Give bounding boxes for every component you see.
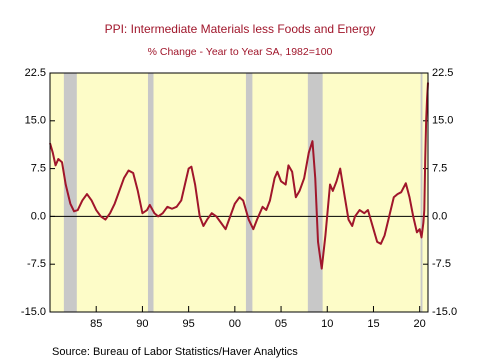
- recession-shade: [63, 73, 77, 312]
- y2-tick-label: 15.0: [432, 115, 453, 127]
- y2-tick-label: -15.0: [432, 306, 457, 318]
- y2-tick-label: 7.5: [432, 163, 447, 175]
- y-tick-label: 22.5: [25, 67, 46, 79]
- plot-background: [50, 73, 428, 312]
- recession-shade: [147, 73, 154, 312]
- y2-tick-label: 22.5: [432, 67, 453, 79]
- y-tick-label: 15.0: [25, 115, 46, 127]
- y-tick-label: 0.0: [31, 210, 46, 222]
- y-tick-label: -15.0: [21, 306, 46, 318]
- y-tick-label: 7.5: [31, 163, 46, 175]
- chart-subtitle: % Change - Year to Year SA, 1982=100: [148, 46, 333, 58]
- x-tick-label: 95: [183, 318, 195, 330]
- y2-tick-label: -7.5: [432, 258, 451, 270]
- source-note: Source: Bureau of Labor Statistics/Haver…: [52, 346, 298, 358]
- x-tick-label: 05: [275, 318, 287, 330]
- x-tick-label: 10: [321, 318, 333, 330]
- data-line: [49, 82, 429, 270]
- y-tick-label: -7.5: [27, 258, 46, 270]
- chart-title: PPI: Intermediate Materials less Foods a…: [105, 22, 376, 36]
- x-tick-label: 20: [414, 318, 426, 330]
- x-tick-label: 85: [90, 318, 102, 330]
- recession-shade: [420, 73, 423, 312]
- plot-frame: [49, 72, 429, 313]
- y2-tick-label: 0.0: [432, 210, 447, 222]
- x-tick-label: 90: [136, 318, 148, 330]
- x-tick-label: 15: [367, 318, 379, 330]
- x-tick-label: 00: [229, 318, 241, 330]
- recession-shade: [245, 73, 253, 312]
